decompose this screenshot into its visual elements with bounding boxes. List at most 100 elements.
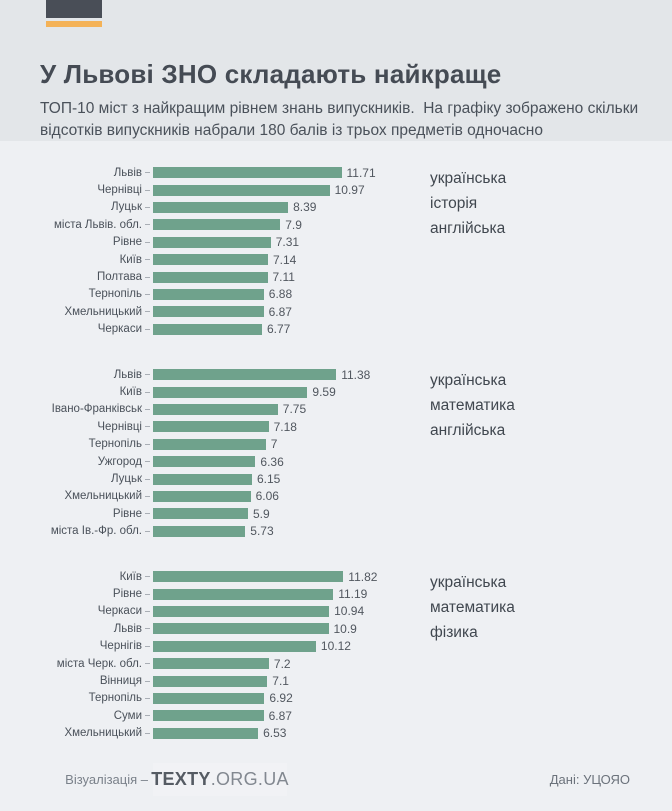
chart-row: Чернівці 7.18: [0, 418, 672, 435]
value-label: 7.2: [273, 656, 291, 671]
chart-row: Київ 9.59: [0, 383, 672, 400]
value-label: 9.59: [312, 385, 336, 400]
city-label: Полтава: [96, 271, 142, 284]
value-label: 7.18: [273, 419, 297, 434]
city-label: міста Львів. обл.: [53, 218, 142, 231]
city-label: Хмельницький: [64, 727, 142, 740]
brand-accent-underline: [46, 21, 102, 27]
axis-tick: [145, 645, 150, 647]
value-label: 10.9: [333, 621, 357, 636]
axis-tick: [145, 189, 150, 191]
axis-tick: [145, 408, 150, 410]
axis-tick: [145, 628, 150, 630]
city-label: Вінниця: [99, 675, 142, 688]
chart-row: Тернопіль 6.92: [0, 690, 672, 707]
city-label: міста Ів.-Фр. обл.: [50, 525, 142, 538]
value-label: 7.1: [272, 674, 289, 689]
city-label: Хмельницький: [64, 305, 142, 318]
city-label: Рівне: [112, 588, 142, 601]
chart-row: Суми 6.87: [0, 707, 672, 724]
value-bar: [153, 403, 278, 415]
city-label: Київ: [119, 253, 142, 266]
value-bar: [153, 254, 268, 266]
value-label: 7.75: [282, 402, 307, 417]
axis-tick: [145, 697, 150, 699]
chart-row: Чернівці 10.97: [0, 181, 672, 198]
brand-logo-block: [46, 0, 102, 18]
chart-row: Хмельницький 6.87: [0, 303, 672, 320]
legend-item: фізика: [430, 624, 478, 641]
chart-row: Черкаси 10.94: [0, 603, 672, 620]
page-title: У Львові ЗНО складають найкраще: [40, 59, 502, 90]
axis-tick: [145, 593, 150, 595]
value-bar: [153, 201, 289, 213]
city-label: Тернопіль: [88, 692, 142, 705]
value-bar: [153, 623, 329, 635]
chart-row: міста Львів. обл. 7.9: [0, 216, 672, 233]
axis-tick: [145, 311, 150, 313]
legend-item: математика: [430, 599, 515, 616]
subject-legend: українська математика фізика: [430, 570, 630, 645]
value-label: 7.9: [285, 217, 302, 232]
value-bar: [153, 219, 281, 231]
axis-tick: [145, 478, 150, 480]
city-label: Луцьк: [110, 473, 142, 486]
chart-row: Львів 10.9: [0, 620, 672, 637]
brand-name-bold: TEXTY: [151, 769, 211, 789]
chart-row: Тернопіль 7: [0, 436, 672, 453]
axis-tick: [145, 426, 150, 428]
value-bar: [153, 588, 334, 600]
legend-item: історія: [430, 195, 478, 212]
texty-brand-logo[interactable]: TEXTY .ORG.UA: [151, 763, 289, 796]
header-band: [0, 0, 672, 141]
value-bar: [153, 421, 269, 433]
chart-row: Львів 11.38: [0, 366, 672, 383]
data-source-label: Дані: УЦОЯО: [549, 772, 630, 787]
value-bar: [153, 675, 268, 687]
value-label: 6.06: [255, 489, 279, 504]
legend-item: українська: [430, 372, 507, 389]
axis-tick: [145, 732, 150, 734]
value-bar: [153, 184, 330, 196]
axis-tick: [145, 610, 150, 612]
value-bar: [153, 605, 330, 617]
subject-legend: українська математика англійська: [430, 368, 630, 443]
value-label: 6.15: [257, 472, 281, 487]
legend-item: українська: [430, 574, 507, 591]
value-label: 5.73: [250, 524, 274, 539]
city-label: Київ: [119, 570, 142, 583]
value-label: 6.77: [267, 322, 291, 337]
value-bar: [153, 473, 252, 485]
value-label: 7.31: [275, 235, 300, 250]
axis-tick: [145, 461, 150, 463]
chart-row: міста Ів.-Фр. обл. 5.73: [0, 523, 672, 540]
legend-item: математика: [430, 397, 515, 414]
subject-legend: українська історія англійська: [430, 166, 630, 241]
city-label: Черкаси: [97, 323, 142, 336]
chart-row: Тернопіль 6.88: [0, 286, 672, 303]
axis-tick: [145, 443, 150, 445]
legend-item: англійська: [430, 422, 506, 439]
value-label: 5.9: [253, 506, 270, 521]
city-label: Хмельницький: [64, 490, 142, 503]
axis-tick: [145, 495, 150, 497]
value-bar: [153, 525, 246, 537]
chart-row: Київ 11.82: [0, 568, 672, 585]
value-bar: [153, 323, 262, 335]
axis-tick: [145, 241, 150, 243]
axis-tick: [145, 513, 150, 515]
axis-tick: [145, 328, 150, 330]
value-bar: [153, 640, 316, 652]
axis-tick: [145, 224, 150, 226]
value-bar: [153, 288, 264, 300]
legend-item: англійська: [430, 220, 506, 237]
chart-row: Рівне 7.31: [0, 234, 672, 251]
value-bar: [153, 306, 264, 318]
value-bar: [153, 571, 344, 583]
value-label: 8.39: [293, 200, 317, 215]
city-label: Тернопіль: [88, 438, 142, 451]
chart-row: Хмельницький 6.06: [0, 488, 672, 505]
city-label: Луцьк: [110, 201, 142, 214]
value-label: 10.94: [334, 604, 365, 619]
